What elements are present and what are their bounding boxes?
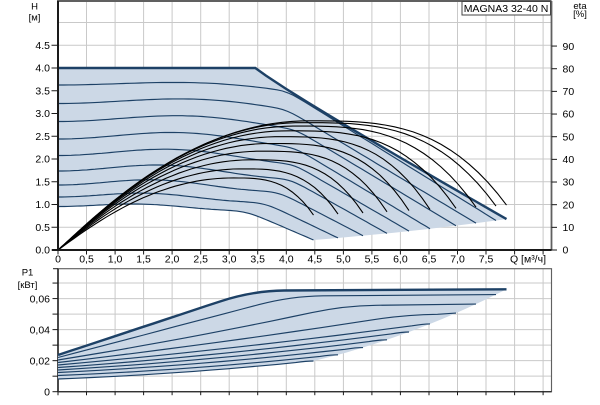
svg-text:1.0: 1.0 — [35, 199, 50, 211]
svg-text:5,0: 5,0 — [336, 254, 351, 266]
svg-text:0,5: 0,5 — [79, 254, 94, 266]
svg-text:[%]: [%] — [573, 9, 587, 20]
svg-text:eta: eta — [573, 1, 587, 12]
svg-text:2,5: 2,5 — [193, 254, 208, 266]
svg-text:5,5: 5,5 — [365, 254, 380, 266]
svg-text:30: 30 — [563, 177, 575, 189]
svg-text:60: 60 — [563, 109, 575, 121]
svg-text:0: 0 — [563, 245, 569, 257]
svg-text:4,5: 4,5 — [307, 254, 322, 266]
svg-text:[кВт]: [кВт] — [18, 280, 38, 291]
svg-text:0: 0 — [55, 254, 61, 266]
svg-text:4,0: 4,0 — [279, 254, 294, 266]
svg-text:20: 20 — [563, 199, 575, 211]
svg-text:80: 80 — [563, 63, 575, 75]
svg-text:3.0: 3.0 — [35, 108, 50, 120]
svg-text:0.5: 0.5 — [35, 222, 50, 234]
svg-text:10: 10 — [563, 222, 575, 234]
svg-text:7,5: 7,5 — [479, 254, 494, 266]
svg-text:1,0: 1,0 — [108, 254, 123, 266]
svg-text:3.5: 3.5 — [35, 86, 50, 98]
svg-text:2.5: 2.5 — [35, 131, 50, 143]
svg-text:0,02: 0,02 — [30, 355, 51, 367]
svg-text:0,06: 0,06 — [30, 293, 51, 305]
svg-text:[м]: [м] — [29, 13, 41, 24]
svg-text:H: H — [31, 2, 38, 13]
svg-text:50: 50 — [563, 131, 575, 143]
svg-text:7,0: 7,0 — [450, 254, 465, 266]
svg-text:3,5: 3,5 — [250, 254, 265, 266]
svg-text:4.5: 4.5 — [35, 40, 50, 52]
svg-text:4.0: 4.0 — [35, 63, 50, 75]
svg-text:MAGNA3 32-40 N: MAGNA3 32-40 N — [464, 3, 549, 15]
svg-text:0.0: 0.0 — [35, 245, 50, 257]
svg-text:2.0: 2.0 — [35, 154, 50, 166]
svg-text:6,5: 6,5 — [422, 254, 437, 266]
svg-text:2,0: 2,0 — [165, 254, 180, 266]
svg-text:0,04: 0,04 — [30, 324, 51, 336]
svg-text:P1: P1 — [22, 268, 34, 279]
svg-text:90: 90 — [563, 41, 575, 53]
svg-text:6,0: 6,0 — [393, 254, 408, 266]
svg-text:0: 0 — [44, 386, 50, 398]
svg-text:40: 40 — [563, 154, 575, 166]
svg-text:3,0: 3,0 — [222, 254, 237, 266]
svg-text:1,5: 1,5 — [136, 254, 151, 266]
svg-text:Q [м³/ч]: Q [м³/ч] — [510, 254, 546, 266]
svg-text:70: 70 — [563, 86, 575, 98]
svg-text:1.5: 1.5 — [35, 176, 50, 188]
